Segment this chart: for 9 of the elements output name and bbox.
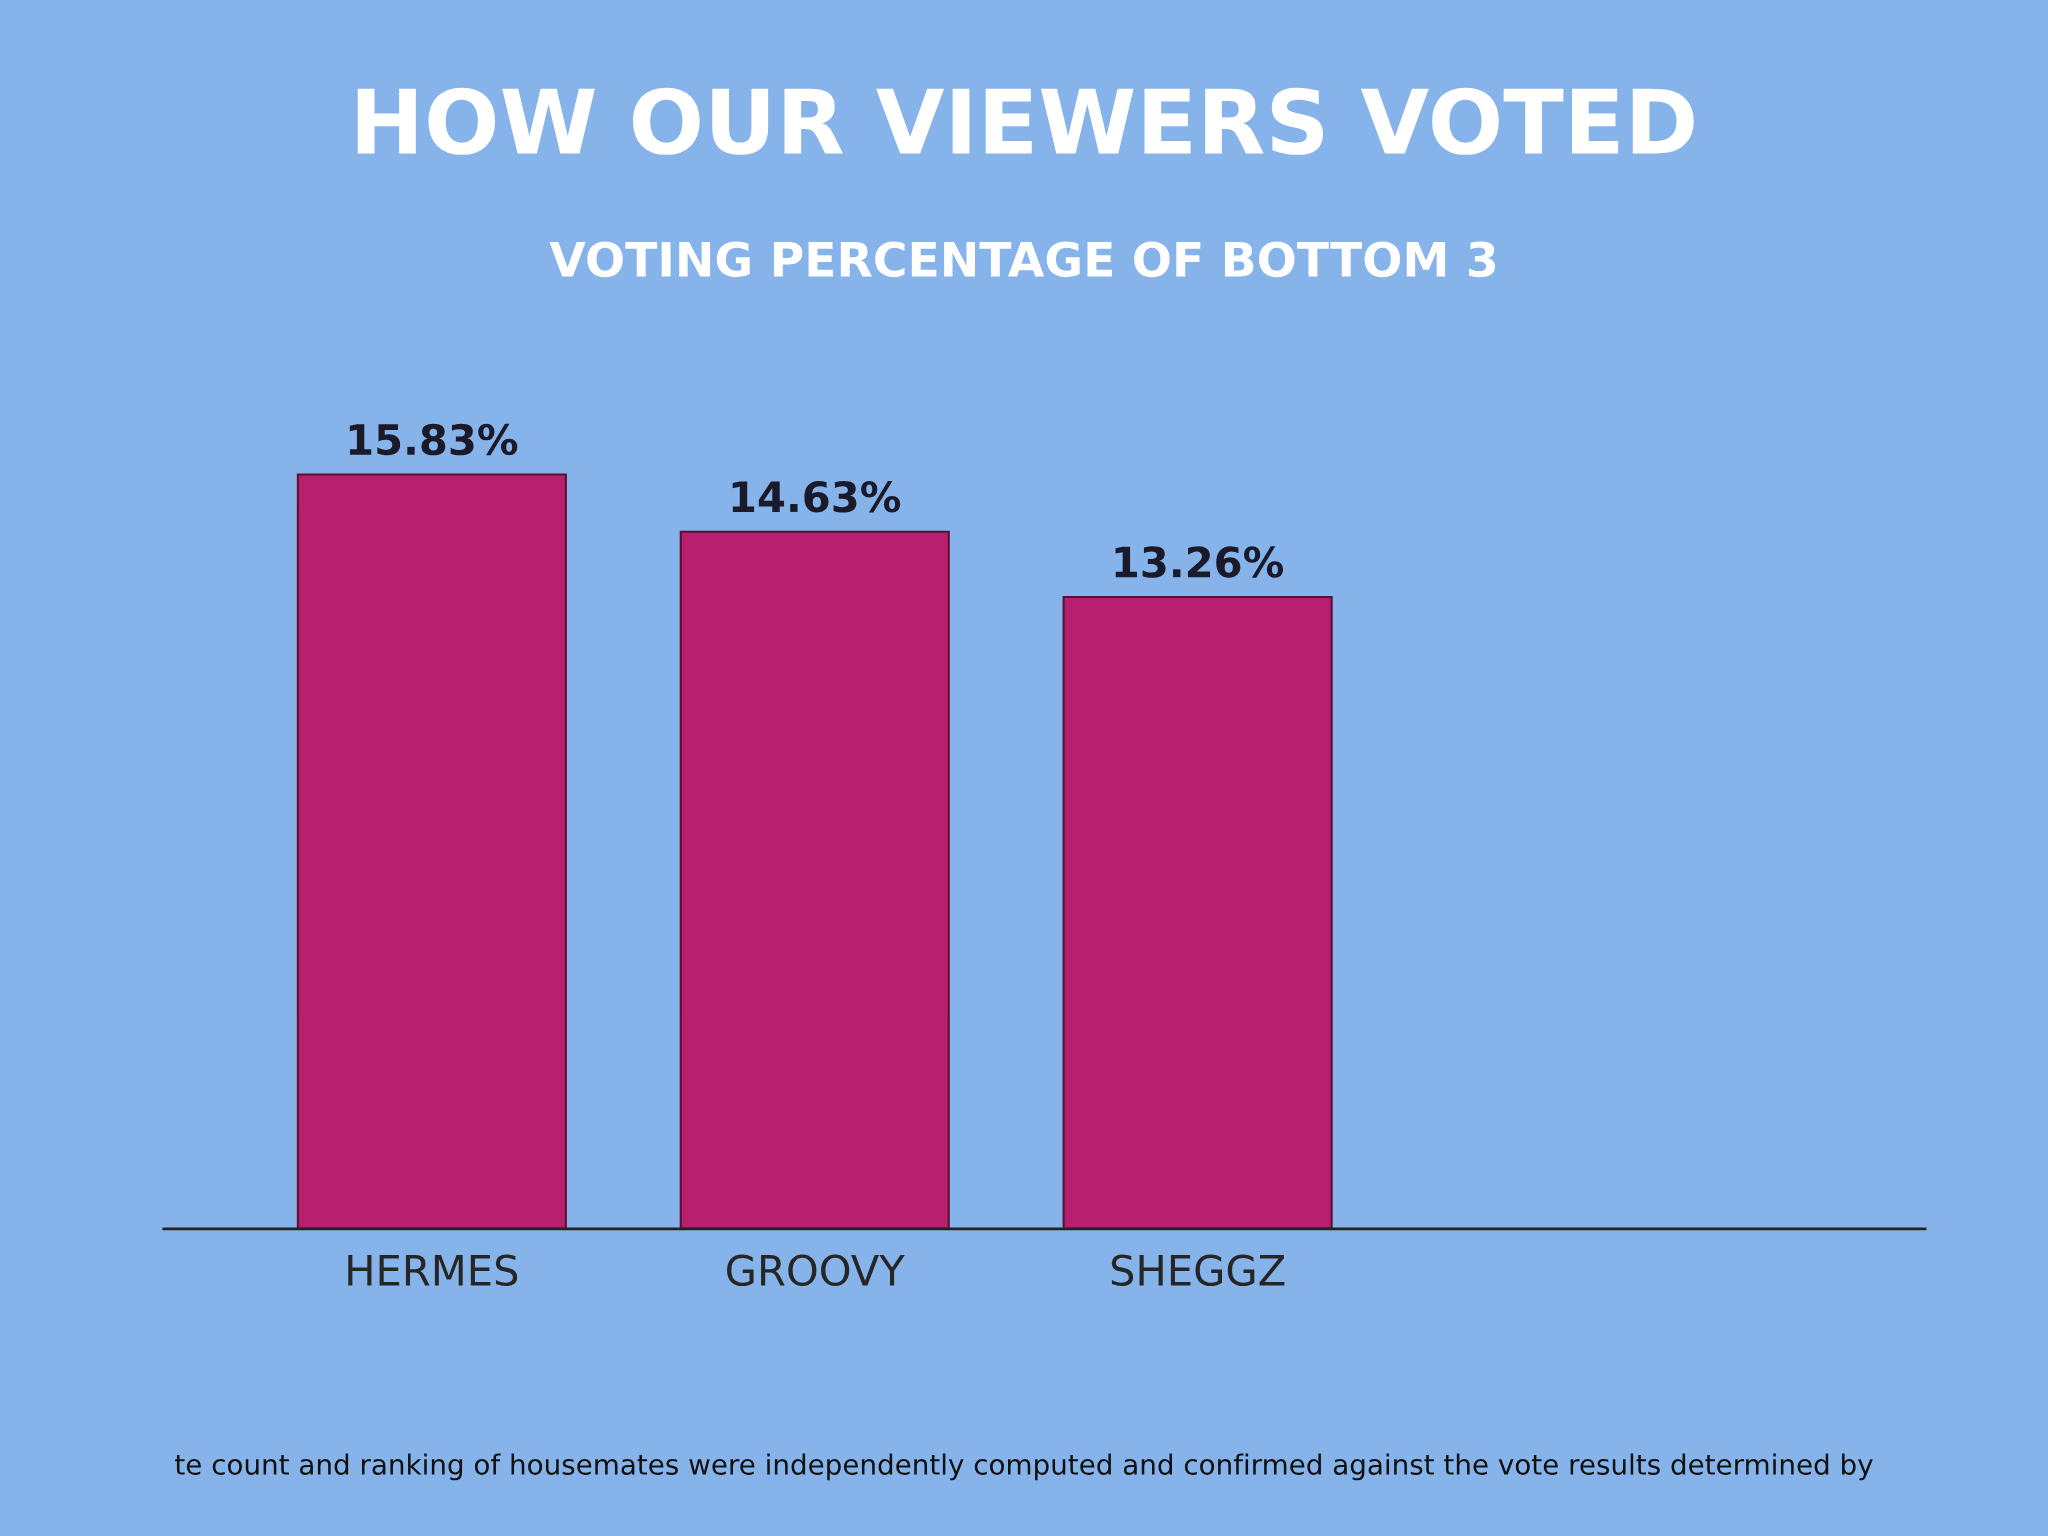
x-tick-label: HERMES xyxy=(348,1254,518,1287)
text: te count and ranking of housemates were independently computed and confirmed against the vote results determined by xyxy=(175,1453,1873,1481)
data-label: 14.63% xyxy=(732,480,901,513)
chart-title: HOW OUR VIEWERS VOTED xyxy=(357,87,1694,155)
data-label: 13.26% xyxy=(1115,546,1284,578)
data-label: 15.83% xyxy=(349,423,518,456)
x-tick-label: SHEGGZ xyxy=(1111,1254,1285,1287)
x-tick-label: GROOVY xyxy=(727,1254,905,1287)
chart-subtitle: VOTING PERCENTAGE OF BOTTOM 3 xyxy=(549,241,1495,278)
